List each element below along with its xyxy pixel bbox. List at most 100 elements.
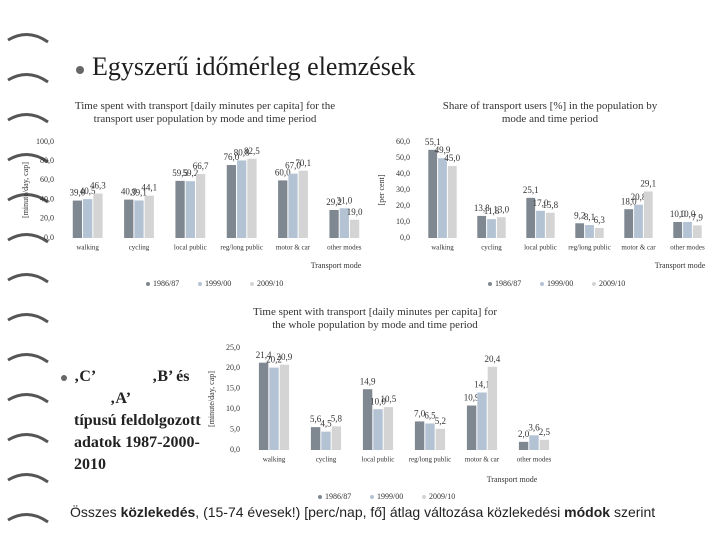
y-tick-label: 0,0 [400, 233, 410, 242]
bar [226, 165, 237, 238]
value-label: 70,1 [295, 158, 311, 168]
x-axis-label: Transport mode [311, 261, 362, 270]
x-tick-label: cycling [316, 456, 337, 464]
value-label: 25,1 [523, 185, 539, 195]
bar [487, 366, 498, 450]
x-axis-label: Transport mode [655, 261, 706, 270]
bar [269, 367, 279, 450]
value-label: 15,8 [542, 200, 558, 210]
bar [310, 427, 321, 450]
value-label: 20,9 [277, 352, 293, 362]
caption-part: Összes [70, 504, 121, 520]
side-line: típusú feldolgozott adatok 1987-2000-201… [74, 412, 201, 473]
value-label: 66,7 [193, 161, 209, 171]
y-tick-label: 20,0 [396, 201, 410, 210]
legend-swatch [198, 282, 202, 286]
y-tick-label: 0,0 [44, 233, 54, 242]
bullet [61, 375, 67, 381]
x-tick-label: reg/long public [568, 244, 611, 252]
chart-title: Time spent with transport [daily minutes… [74, 100, 336, 125]
bar [594, 227, 604, 238]
legend-label: 2009/10 [257, 279, 283, 288]
value-label: 19,0 [347, 207, 363, 217]
bar [526, 197, 536, 238]
x-tick-label: local public [174, 244, 207, 252]
x-axis-label: Transport mode [487, 475, 538, 484]
y-tick-label: 10,0 [226, 404, 240, 413]
y-tick-label: 60,0 [396, 137, 410, 146]
legend-label: 1986/87 [495, 279, 521, 288]
y-tick-label: 40,0 [396, 169, 410, 178]
bullet [76, 66, 84, 74]
bar [383, 407, 394, 450]
bar [692, 225, 702, 238]
y-tick-label: 30,0 [396, 185, 410, 194]
bar [518, 441, 529, 450]
bar [428, 149, 438, 238]
bar [329, 209, 339, 238]
y-tick-label: 5,0 [230, 424, 240, 433]
bar [124, 199, 134, 238]
value-label: 45,0 [444, 153, 460, 163]
legend-swatch [370, 495, 374, 499]
legend-swatch [540, 282, 544, 286]
bar [496, 217, 506, 238]
bar [144, 195, 154, 238]
value-label: 82,5 [244, 146, 260, 156]
bar [83, 199, 93, 238]
bar [185, 181, 195, 238]
value-label: 14,9 [360, 376, 376, 386]
value-label: 6,5 [424, 411, 436, 421]
x-tick-label: other modes [517, 456, 552, 464]
bar [331, 426, 342, 450]
value-label: 40,0 [121, 187, 137, 197]
bar [477, 392, 487, 450]
value-label: 10,0 [680, 209, 696, 219]
legend-label: 2009/10 [599, 279, 625, 288]
value-label: 9,2 [574, 210, 585, 220]
caption: Összes közlekedés, (15-74 évesek!) [perc… [70, 504, 655, 520]
x-tick-label: motor & car [465, 456, 500, 464]
legend-swatch [250, 282, 254, 286]
bar [237, 160, 247, 238]
bar [673, 222, 683, 238]
value-label: 17,0 [533, 198, 549, 208]
value-label: 10,0 [370, 396, 386, 406]
x-tick-label: walking [263, 456, 286, 464]
side-line: ‚B’ és [152, 368, 190, 385]
value-label: 3,6 [528, 422, 540, 432]
bar [279, 364, 290, 450]
value-label: 7,0 [414, 409, 426, 419]
y-tick-label: 0,0 [230, 445, 240, 454]
value-label: 39,0 [70, 188, 86, 198]
value-label: 20,8 [631, 192, 647, 202]
y-axis-label: [per cent] [377, 174, 386, 205]
value-label: 76,0 [224, 152, 240, 162]
value-label: 31,0 [336, 195, 352, 205]
chart-title: Time spent with transport [daily minutes… [253, 306, 497, 331]
y-tick-label: 100,0 [36, 137, 54, 146]
slide-title: Egyszerű időmérleg elemzések [92, 52, 416, 81]
y-tick-label: 50,0 [396, 153, 410, 162]
bar [487, 219, 496, 238]
bar [175, 180, 185, 238]
legend-label: 1999/00 [377, 492, 403, 501]
value-label: 10,9 [464, 393, 480, 403]
value-label: 10,5 [381, 394, 397, 404]
value-label: 18,0 [621, 196, 637, 206]
x-tick-label: walking [431, 244, 454, 252]
x-tick-label: reg/long public [220, 244, 263, 252]
value-label: 10,0 [670, 209, 686, 219]
bar [425, 423, 435, 450]
bar [278, 180, 288, 238]
value-label: 7,9 [692, 212, 704, 222]
bar [339, 208, 349, 238]
value-label: 6,3 [594, 215, 606, 225]
x-tick-label: other modes [327, 244, 362, 252]
legend-label: 1986/87 [153, 279, 179, 288]
value-label: 13,8 [474, 203, 490, 213]
y-tick-label: 20,0 [40, 214, 54, 223]
bar [545, 212, 555, 238]
value-label: 40,5 [80, 186, 96, 196]
